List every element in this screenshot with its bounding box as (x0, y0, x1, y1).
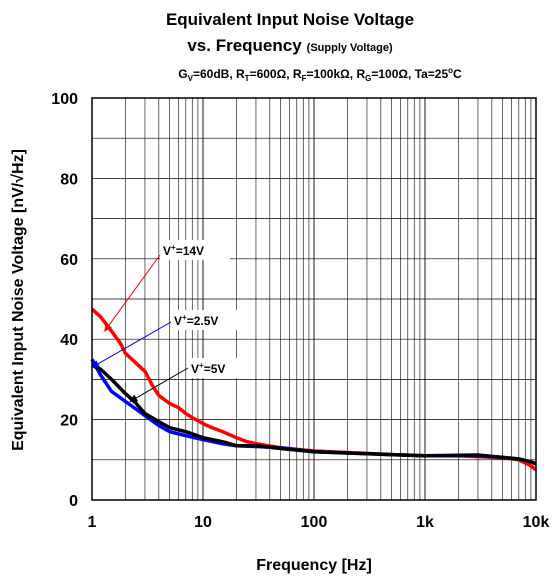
x-axis-label: Frequency [Hz] (256, 557, 372, 574)
annotation-box-1 (171, 310, 247, 330)
y-tick-label: 100 (51, 91, 78, 108)
chart-title-main: vs. Frequency (187, 36, 302, 55)
annotation-box-2 (188, 358, 254, 378)
chart-title-line1: Equivalent Input Noise Voltage (166, 10, 414, 29)
y-tick-label: 0 (69, 493, 78, 510)
y-tick-label: 40 (60, 332, 78, 349)
cond-gv-sub: V (188, 74, 194, 83)
x-tick-label: 10k (523, 514, 550, 531)
x-tick-label: 10 (194, 514, 212, 531)
annotation-label-1: V+=2.5V (174, 313, 218, 328)
cond-rt-rest: =600Ω, (250, 67, 293, 81)
cond-ta-sup: o (448, 66, 453, 75)
annotation-arrow-2 (129, 367, 189, 402)
x-tick-label: 1k (416, 514, 434, 531)
y-tick-label: 20 (60, 413, 78, 430)
tick-labels: 1 10 100 1k 10k 0 20 40 60 80 100 (51, 91, 549, 531)
x-tick-label: 1 (88, 514, 97, 531)
annotation-label-0: V+=14V (163, 243, 204, 258)
x-tick-label: 100 (301, 514, 328, 531)
annotation-box-0 (160, 240, 230, 260)
chart-conditions: GV=60dB, RT=600Ω, RF=100kΩ, RG=100Ω, Ta=… (178, 66, 462, 83)
cond-rf-main: R (293, 67, 302, 81)
cond-ta-rest: C (453, 67, 462, 81)
grid (92, 98, 536, 500)
annotation-arrow-0 (104, 254, 161, 332)
chart-title-line2: vs. Frequency (Supply Voltage) (187, 36, 393, 55)
annotation-label-2: V+=5V (191, 361, 225, 376)
y-tick-label: 80 (60, 171, 78, 188)
annotation-arrow-1 (91, 321, 172, 368)
annotations: V+=14V V+=2.5V V+=5V (91, 240, 254, 402)
cond-rg-main: R (356, 67, 365, 81)
cond-gv-rest: =60dB, (193, 67, 236, 81)
y-axis-label: Equivalent Input Noise Voltage [nV/√Hz] (10, 149, 27, 451)
y-tick-label: 60 (60, 252, 78, 269)
cond-gv-main: G (178, 67, 187, 81)
cond-rf-rest: =100kΩ, (306, 67, 356, 81)
cond-rg-sub: G (365, 74, 371, 83)
cond-rg-rest: =100Ω, (371, 67, 414, 81)
plot-frame (91, 97, 537, 501)
cond-ta-main: Ta=25 (415, 67, 449, 81)
cond-rf-sub: F (302, 74, 307, 83)
cond-rt-sub: T (245, 74, 250, 83)
cond-rt-main: R (236, 67, 245, 81)
chart-title-small: (Supply Voltage) (307, 42, 393, 54)
